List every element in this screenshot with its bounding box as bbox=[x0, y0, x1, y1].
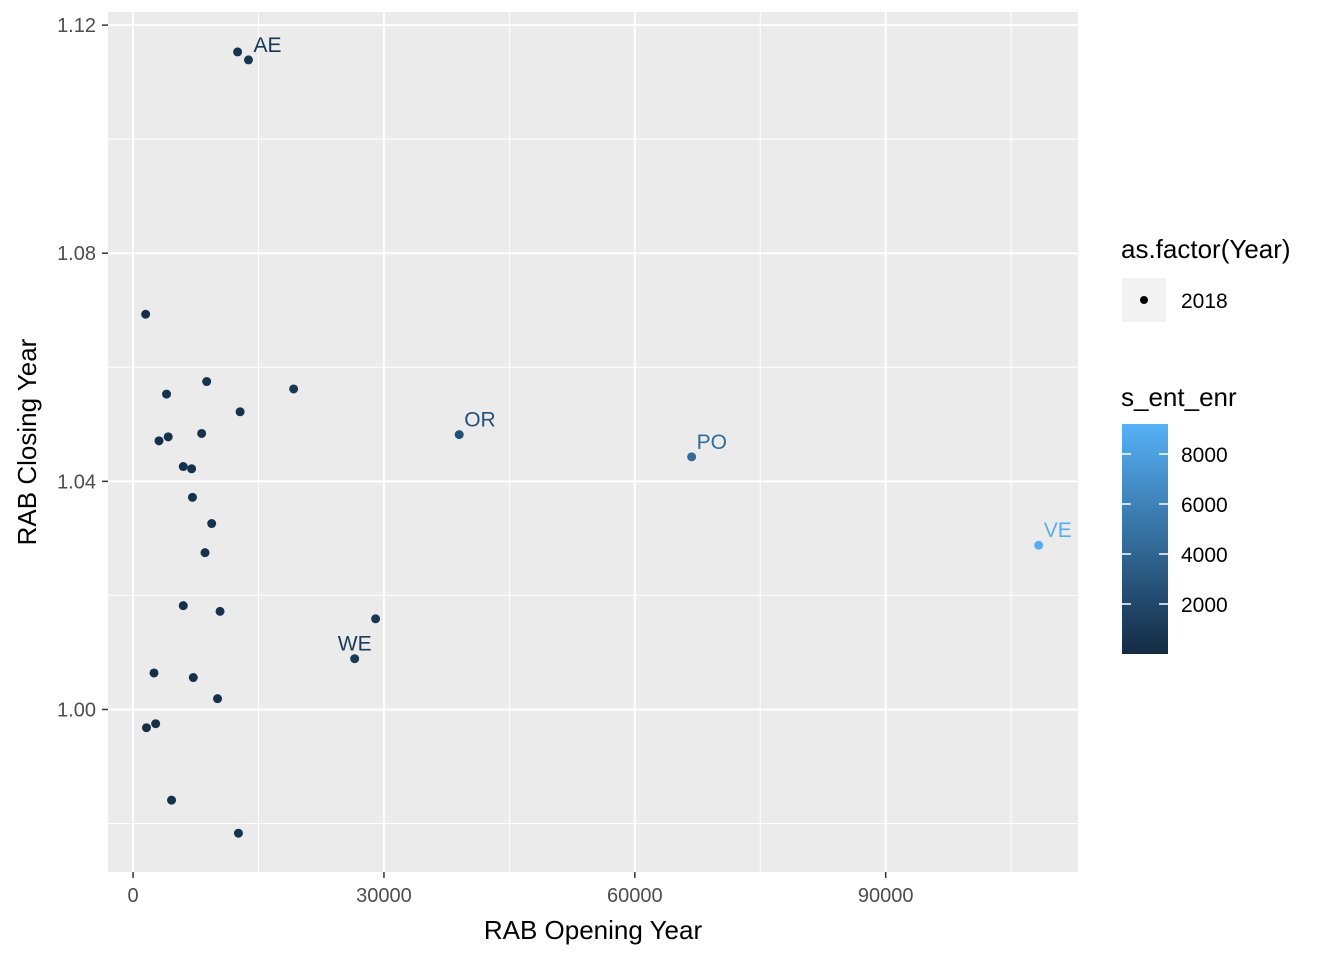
colorbar bbox=[1122, 424, 1168, 654]
data-point bbox=[207, 519, 217, 529]
legend-color: s_ent_enr 2000 4000 6000 8000 bbox=[1121, 382, 1237, 654]
grid-major bbox=[108, 12, 1078, 872]
data-point bbox=[149, 668, 159, 678]
colorbar-tick-label: 2000 bbox=[1181, 594, 1228, 617]
legend-shape-label: 2018 bbox=[1181, 290, 1228, 313]
legend-shape-title: as.factor(Year) bbox=[1121, 234, 1291, 264]
data-point bbox=[233, 828, 243, 838]
data-point bbox=[371, 614, 381, 624]
point-label: WE bbox=[338, 633, 372, 656]
point-label: PO bbox=[697, 431, 727, 454]
data-point bbox=[162, 389, 172, 399]
data-point bbox=[167, 795, 177, 805]
data-point bbox=[454, 430, 464, 440]
data-point bbox=[163, 432, 173, 442]
x-tick-label: 90000 bbox=[858, 885, 914, 907]
data-point bbox=[687, 452, 697, 462]
data-point bbox=[178, 462, 188, 472]
point-label: VE bbox=[1044, 519, 1072, 542]
data-point bbox=[141, 309, 151, 319]
legend-shape: as.factor(Year) 2018 bbox=[1121, 234, 1291, 322]
data-points bbox=[141, 47, 1044, 838]
data-point bbox=[200, 548, 210, 558]
data-point bbox=[202, 377, 212, 387]
y-tick-label: 1.12 bbox=[57, 15, 96, 37]
point-labels: AE OR PO VE WE bbox=[253, 34, 1071, 656]
plot-panel bbox=[108, 12, 1078, 872]
grid-minor bbox=[108, 12, 1078, 872]
x-tick-label: 60000 bbox=[607, 885, 663, 907]
x-axis: 0 30000 60000 90000 bbox=[128, 872, 914, 907]
data-point bbox=[187, 492, 197, 502]
data-point bbox=[243, 55, 253, 65]
data-point bbox=[154, 436, 164, 446]
point-label: OR bbox=[464, 409, 496, 432]
legend-color-title: s_ent_enr bbox=[1121, 382, 1237, 412]
colorbar-tick-label: 4000 bbox=[1181, 544, 1228, 567]
data-point bbox=[178, 601, 188, 611]
data-point bbox=[350, 654, 360, 664]
data-point bbox=[213, 694, 223, 704]
data-point bbox=[215, 606, 225, 616]
colorbar-ticks: 2000 4000 6000 8000 bbox=[1122, 444, 1228, 617]
data-point bbox=[141, 723, 151, 733]
data-point bbox=[151, 719, 161, 729]
x-axis-title: RAB Opening Year bbox=[484, 915, 703, 945]
y-axis-title: RAB Closing Year bbox=[12, 338, 42, 545]
y-tick-label: 1.04 bbox=[57, 471, 96, 493]
x-tick-label: 0 bbox=[128, 885, 139, 907]
data-point bbox=[188, 673, 198, 683]
data-point bbox=[235, 407, 245, 417]
colorbar-tick-label: 6000 bbox=[1181, 494, 1228, 517]
data-point bbox=[1034, 540, 1044, 550]
y-tick-label: 1.08 bbox=[57, 243, 96, 265]
colorbar-tick-label: 8000 bbox=[1181, 444, 1228, 467]
legend-shape-point bbox=[1140, 296, 1148, 304]
y-axis: 1.00 1.04 1.08 1.12 bbox=[57, 15, 108, 721]
y-tick-label: 1.00 bbox=[57, 699, 96, 721]
data-point bbox=[289, 384, 299, 394]
data-point bbox=[197, 428, 207, 438]
data-point bbox=[233, 47, 243, 57]
x-tick-label: 30000 bbox=[356, 885, 412, 907]
point-label: AE bbox=[253, 34, 281, 57]
data-point bbox=[187, 464, 197, 474]
